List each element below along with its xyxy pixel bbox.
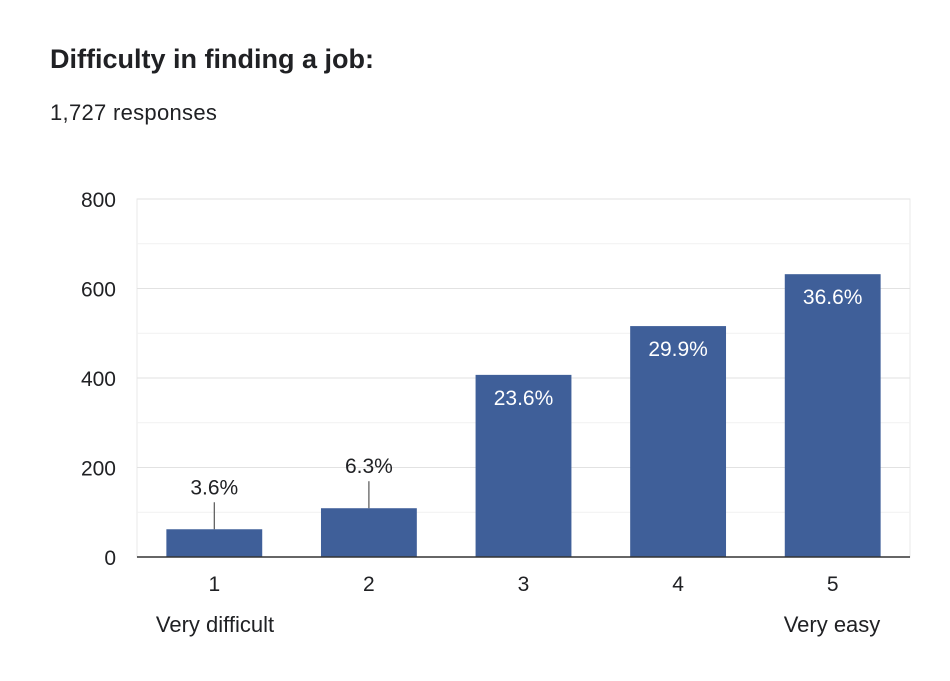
y-tick-label: 200 <box>81 458 116 481</box>
data-label: 36.6% <box>803 286 863 309</box>
bars: 3.6% 6.3% 23.6% 29.9% 36.6% <box>166 274 881 557</box>
data-label: 3.6% <box>190 476 238 499</box>
bar <box>630 326 727 557</box>
x-tick-label: 5 <box>827 573 839 596</box>
scale-label-high: Very easy <box>784 612 881 637</box>
data-label: 23.6% <box>494 387 554 410</box>
y-tick-label: 0 <box>104 547 116 570</box>
data-label: 29.9% <box>648 338 708 361</box>
y-tick-label: 400 <box>81 368 116 391</box>
bar <box>320 508 417 557</box>
chart-title: Difficulty in finding a job: <box>50 44 374 74</box>
y-tick-label: 800 <box>81 189 116 212</box>
x-tick-label: 1 <box>208 573 220 596</box>
bar <box>475 374 572 557</box>
x-tick-label: 2 <box>363 573 375 596</box>
scale-label-low: Very difficult <box>156 612 274 637</box>
y-axis-ticks: 0 200 400 600 800 <box>81 189 116 570</box>
x-tick-label: 4 <box>672 573 684 596</box>
bar <box>784 274 881 557</box>
x-axis-ticks: 1 2 3 4 5 <box>208 573 838 596</box>
bar <box>166 529 263 557</box>
x-tick-label: 3 <box>518 573 530 596</box>
response-count: 1,727 responses <box>50 100 218 125</box>
data-label: 6.3% <box>345 455 393 478</box>
y-tick-label: 600 <box>81 279 116 302</box>
